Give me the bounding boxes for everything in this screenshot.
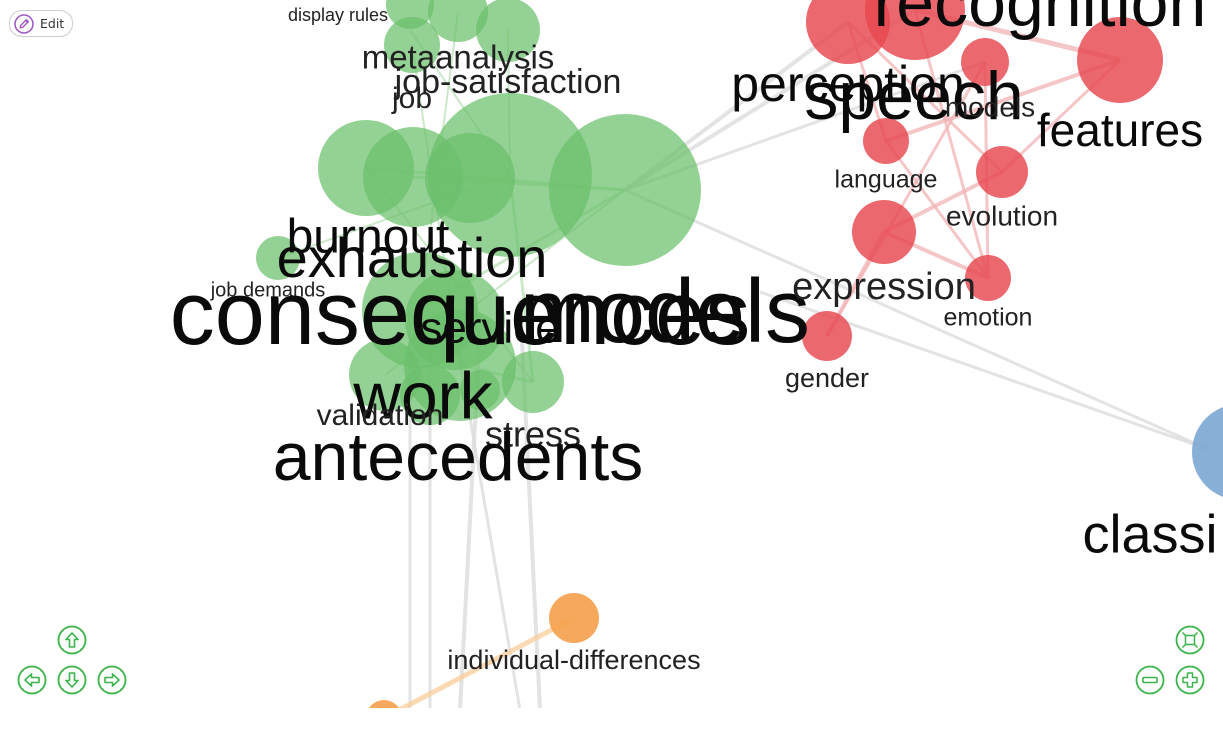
arrow-up-icon — [57, 625, 87, 655]
edge — [884, 140, 990, 279]
node-label-metaanalysis[interactable]: metaanalysis — [362, 39, 555, 76]
node-label-exhaustion[interactable]: exhaustion — [277, 226, 548, 289]
edit-label: Edit — [40, 16, 65, 31]
node-antecedents[interactable] — [460, 370, 500, 410]
node-label-consequences[interactable]: consequences — [170, 264, 750, 364]
arrow-right-icon — [97, 665, 127, 695]
edge — [397, 615, 576, 708]
node-recognition[interactable] — [865, 0, 965, 60]
node-label-stress[interactable]: stress — [485, 414, 581, 455]
edge — [825, 61, 987, 337]
arrow-left-icon — [17, 665, 47, 695]
node-label-models-green[interactable]: models — [520, 262, 810, 362]
zoom-in-button[interactable] — [1175, 665, 1205, 695]
edge — [624, 188, 1211, 452]
node-classification[interactable] — [1192, 404, 1223, 500]
minus-icon — [1135, 665, 1165, 695]
fit-to-screen-button[interactable] — [1175, 625, 1205, 655]
pan-up-button[interactable] — [57, 625, 87, 655]
node-label-features[interactable]: features — [1037, 104, 1203, 156]
arrow-down-icon — [57, 665, 87, 695]
node-label-job-demands[interactable]: job demands — [210, 279, 326, 301]
node-label-classification[interactable]: classi — [1082, 504, 1217, 564]
node-stress[interactable] — [502, 351, 564, 413]
node-label-emotion[interactable]: emotion — [944, 304, 1033, 332]
pencil-icon — [14, 13, 34, 34]
node-label-work[interactable]: work — [352, 358, 493, 432]
node-individual-differences[interactable] — [549, 593, 599, 643]
nodes-layer — [256, 0, 1223, 708]
node-language[interactable] — [852, 200, 916, 264]
node-display-rules[interactable] — [476, 0, 540, 62]
node-label-speech[interactable]: speech — [804, 58, 1023, 134]
labels-layer: display rules metaanalysisjob-satisfactio… — [170, 0, 1218, 675]
node-perception[interactable] — [961, 38, 1009, 86]
node-expression[interactable] — [802, 311, 852, 361]
pan-right-button[interactable] — [97, 665, 127, 695]
node-validation[interactable] — [400, 365, 460, 425]
network-canvas[interactable]: display rules metaanalysis job-satisfactio… — [0, 0, 1223, 708]
node-label-language[interactable]: language — [835, 166, 938, 194]
node-label-gender[interactable]: gender — [785, 363, 869, 393]
node-label-evolution[interactable]: evolution — [946, 200, 1058, 231]
node-label-service[interactable]: service — [420, 304, 559, 353]
node-label-display-rules[interactable]: display rules — [288, 5, 388, 25]
node-features[interactable] — [976, 146, 1028, 198]
plus-icon — [1175, 665, 1205, 695]
node-individual-differences[interactable] — [366, 700, 402, 708]
fit-to-screen-icon — [1175, 625, 1205, 655]
node-evolution[interactable] — [965, 255, 1011, 301]
node-label-validation[interactable]: validation — [317, 399, 444, 432]
node-label-models-red[interactable]: models — [945, 91, 1035, 122]
node-label-individual-differences[interactable]: individual-differences — [447, 645, 700, 675]
node-models-red[interactable] — [863, 118, 909, 164]
node-label-burnout[interactable]: burnout — [287, 211, 450, 264]
node-job-demands[interactable] — [256, 236, 300, 280]
pan-left-button[interactable] — [17, 665, 47, 695]
node-label-antecedents[interactable]: antecedents — [273, 419, 644, 495]
node-label-recognition[interactable]: recognition — [874, 0, 1207, 41]
node-speech[interactable] — [1077, 17, 1163, 103]
node-metaanalysis[interactable] — [384, 17, 440, 73]
node-label-expression[interactable]: expression — [792, 266, 976, 308]
node-label-perception[interactable]: perception — [731, 56, 965, 112]
node-label-job[interactable]: job — [391, 82, 432, 115]
zoom-out-button[interactable] — [1135, 665, 1165, 695]
pan-down-button[interactable] — [57, 665, 87, 695]
node-display-rules[interactable] — [428, 0, 488, 42]
cooccurrence-network[interactable]: display rules metaanalysisjob-satisfactio… — [0, 0, 1223, 708]
node-label-job-satisfaction[interactable]: job-satisfaction — [394, 63, 622, 101]
node-exhaustion[interactable] — [428, 93, 592, 257]
edit-button[interactable]: Edit — [9, 10, 74, 37]
node-models-green[interactable] — [549, 114, 701, 266]
